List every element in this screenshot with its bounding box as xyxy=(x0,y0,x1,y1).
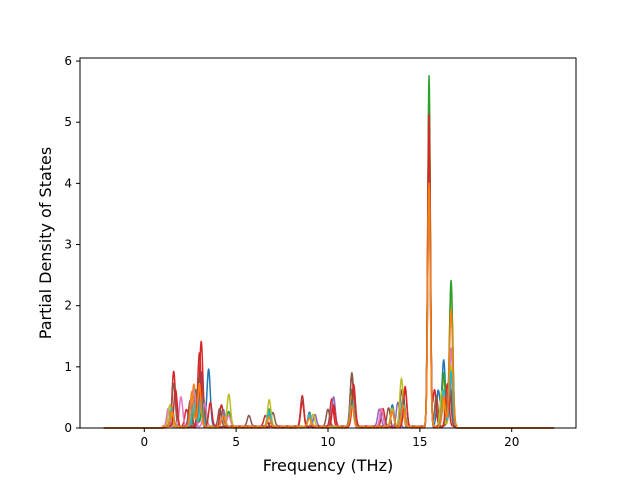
x-tick-label: 5 xyxy=(232,435,240,449)
x-tick-label: 20 xyxy=(504,435,519,449)
y-tick-label: 2 xyxy=(64,299,72,313)
x-tick-label: 10 xyxy=(320,435,335,449)
y-tick-label: 6 xyxy=(64,54,72,68)
x-axis-ticks: 0 5 10 15 20 xyxy=(140,428,519,449)
y-tick-label: 1 xyxy=(64,360,72,374)
x-tick-label: 0 xyxy=(140,435,148,449)
y-axis-label: Partial Density of States xyxy=(36,147,55,339)
y-tick-label: 5 xyxy=(64,115,72,129)
y-tick-label: 4 xyxy=(64,176,72,190)
y-axis-ticks: 0 1 2 3 4 5 6 xyxy=(64,54,80,435)
y-tick-label: 3 xyxy=(64,238,72,252)
x-tick-label: 15 xyxy=(412,435,427,449)
y-tick-label: 0 xyxy=(64,421,72,435)
x-axis-label: Frequency (THz) xyxy=(263,456,393,475)
